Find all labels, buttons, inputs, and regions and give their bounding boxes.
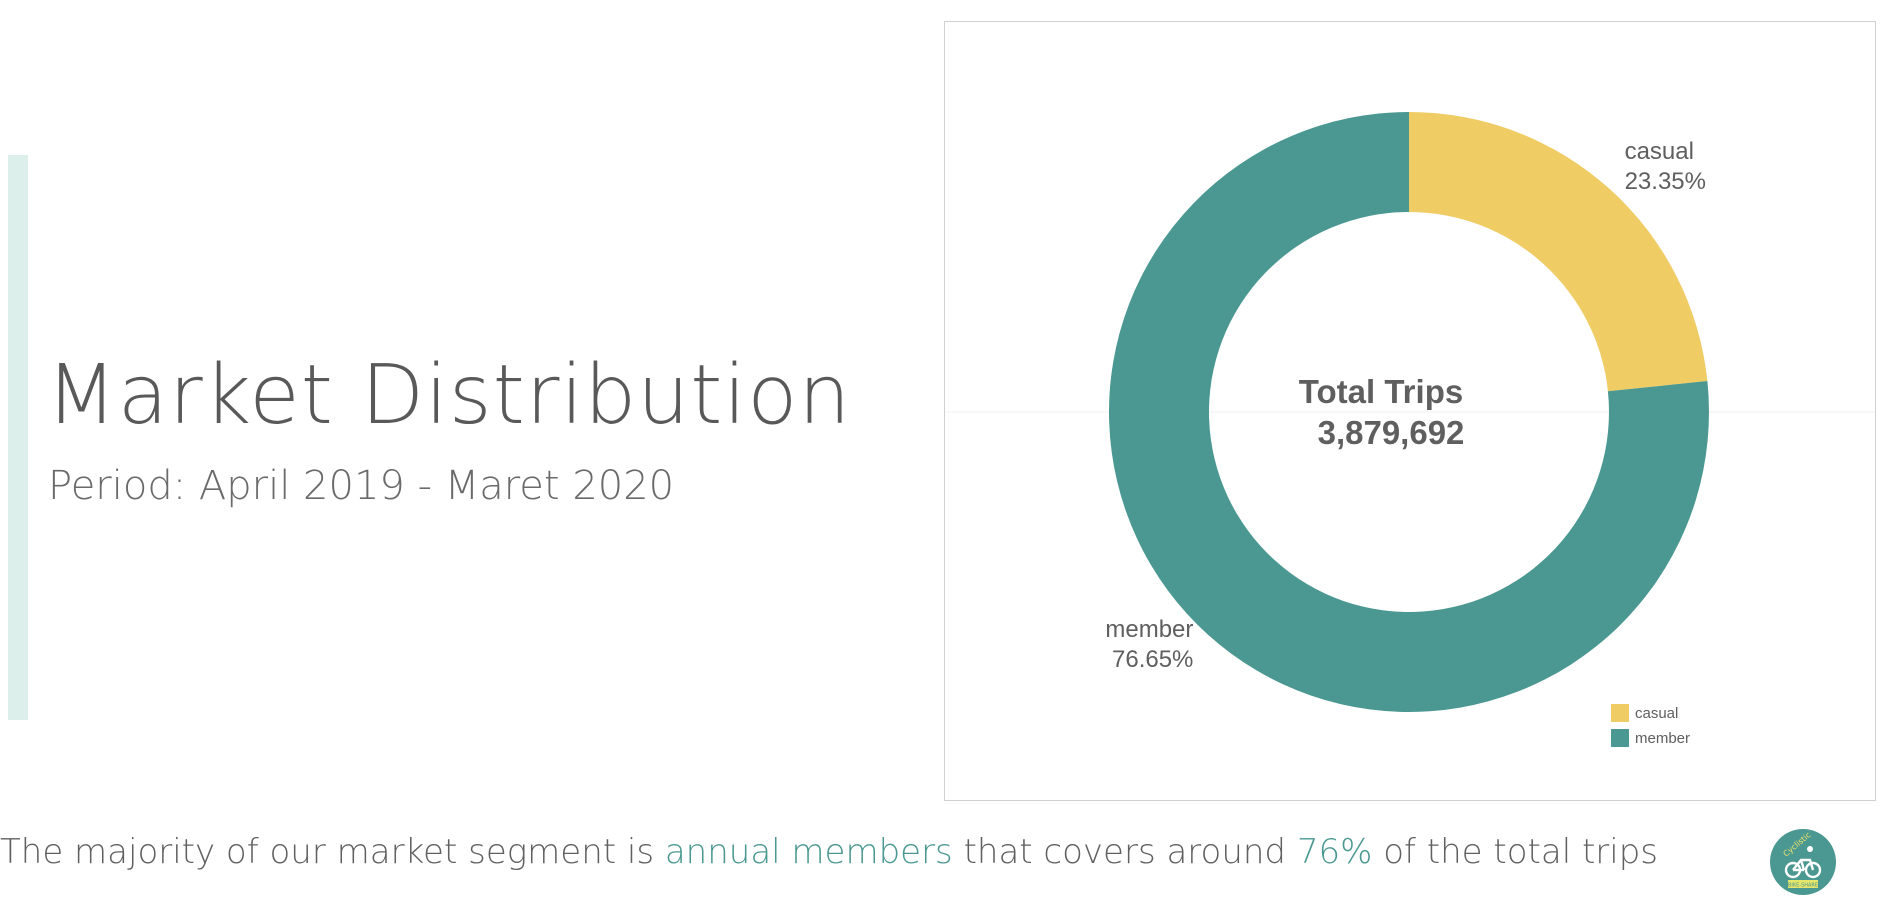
slice-label-percent-casual: 23.35% bbox=[1625, 168, 1706, 195]
caption-highlight-percent: 76% bbox=[1296, 832, 1373, 872]
donut-slice-casual bbox=[1409, 112, 1708, 392]
center-value: 3,879,692 bbox=[1318, 414, 1465, 451]
slice-label-percent-member: 76.65% bbox=[1112, 646, 1193, 673]
legend-label-casual: casual bbox=[1635, 705, 1678, 722]
page-subtitle: Period: April 2019 - Maret 2020 bbox=[48, 463, 675, 509]
caption-highlight-members: annual members bbox=[664, 832, 953, 872]
logo-text-bottom: BIKE-SHARE bbox=[1788, 883, 1818, 889]
legend-item-casual: casual bbox=[1611, 704, 1678, 722]
legend: casual member bbox=[1611, 704, 1690, 747]
page-title: Market Distribution bbox=[46, 348, 852, 443]
caption: The majority of our market segment is an… bbox=[0, 832, 1658, 873]
caption-part-3: of the total trips bbox=[1372, 832, 1659, 872]
donut-chart-panel: casual 23.35% member 76.65% Total Trips 3,8… bbox=[944, 21, 1876, 801]
donut-chart: casual 23.35% member 76.65% Total Trips 3,8… bbox=[945, 112, 1875, 747]
slice-label-name-casual: casual bbox=[1625, 138, 1694, 165]
donut-slice-member bbox=[1109, 112, 1709, 713]
bicycle-icon bbox=[1784, 858, 1822, 879]
legend-swatch-member bbox=[1611, 729, 1629, 747]
caption-part-1: The majority of our market segment is bbox=[0, 832, 665, 872]
legend-item-member: member bbox=[1611, 729, 1690, 747]
legend-swatch-casual bbox=[1611, 704, 1629, 722]
caption-part-2: that covers around bbox=[952, 832, 1297, 872]
labels-layer: casual 23.35% member 76.65% bbox=[1105, 138, 1706, 673]
cyclistic-logo: Cyclistic BIKE-SHARE bbox=[1770, 829, 1836, 895]
accent-bar bbox=[8, 155, 28, 720]
slices-layer bbox=[1109, 112, 1709, 713]
slice-label-casual: casual 23.35% bbox=[1625, 138, 1706, 195]
center-label: Total Trips bbox=[1299, 373, 1463, 410]
legend-label-member: member bbox=[1635, 730, 1690, 747]
slice-label-member: member 76.65% bbox=[1105, 616, 1193, 673]
slice-label-name-member: member bbox=[1105, 616, 1193, 643]
